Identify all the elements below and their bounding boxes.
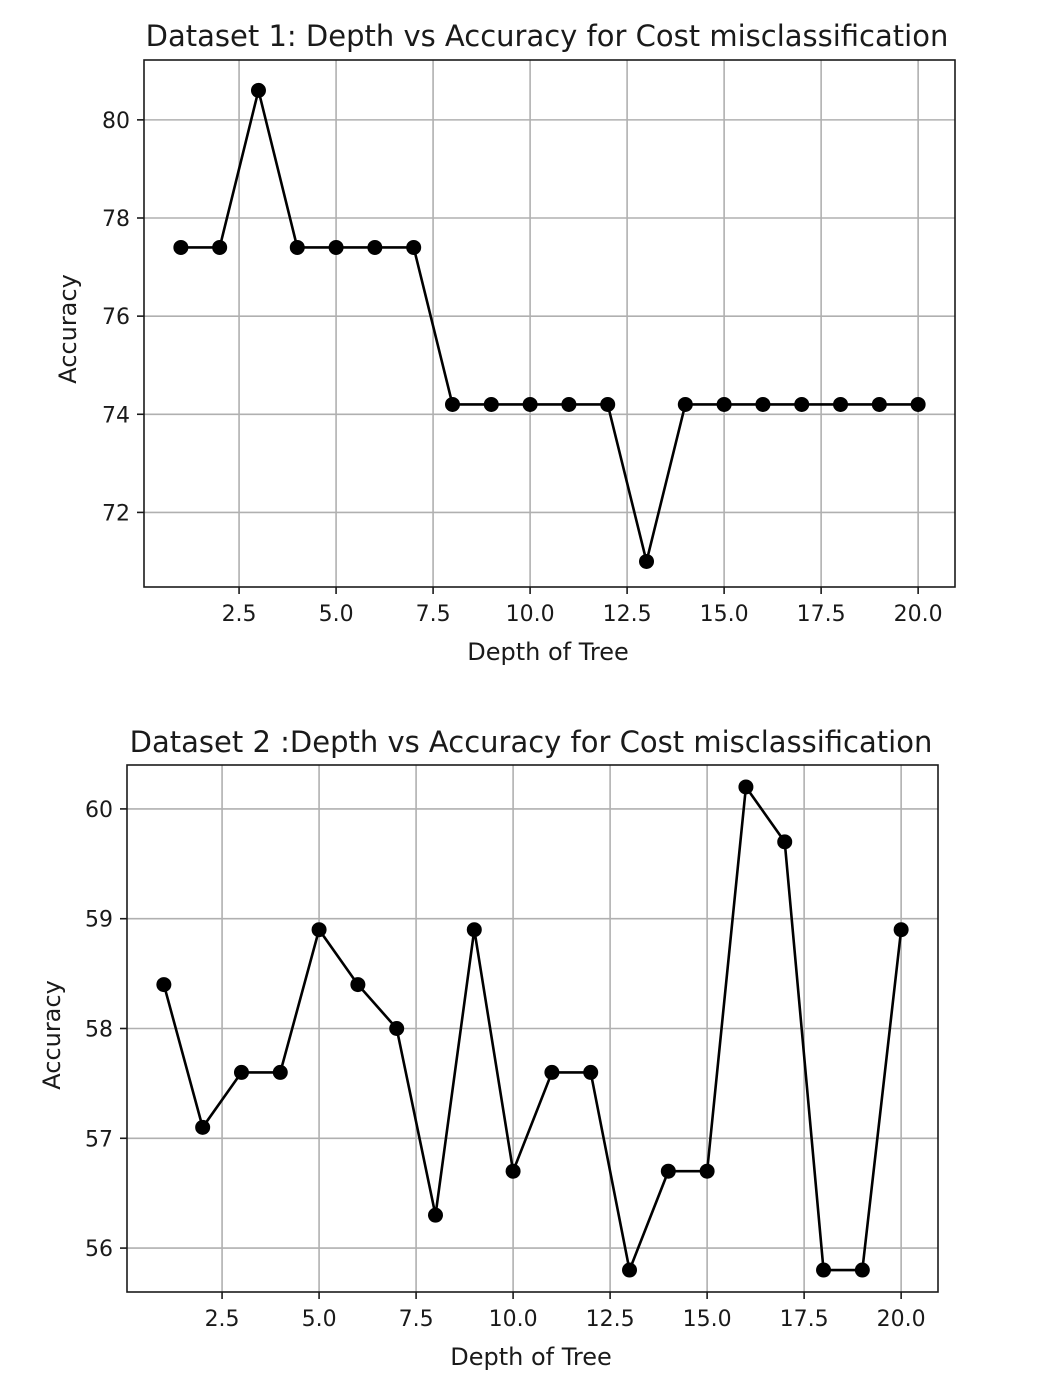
- chart-2-data-point: [544, 1064, 560, 1080]
- chart-2-data-point: [583, 1064, 599, 1080]
- chart-1-data-point: [289, 239, 305, 255]
- chart-2-x-tick-label: 10.0: [489, 1307, 538, 1332]
- chart-1-x-tick-label: 10.0: [506, 602, 555, 627]
- chart-2-data-point: [505, 1163, 521, 1179]
- chart-1-data-point: [367, 239, 383, 255]
- chart-1-x-axis-label: Depth of Tree: [467, 638, 629, 666]
- chart-2-y-tick-label: 59: [85, 908, 113, 933]
- chart-1-svg: Dataset 1: Depth vs Accuracy for Cost mi…: [54, 19, 956, 666]
- chart-2-x-tick-label: 2.5: [205, 1307, 240, 1332]
- chart-2-data-point: [699, 1163, 715, 1179]
- chart-2-data-point: [195, 1119, 211, 1135]
- chart-1-data-point: [639, 553, 655, 569]
- chart-2-data-point: [389, 1021, 405, 1036]
- chart-1-plot: 2.5 5.0 7.5 10.0 12.5 15.0 17.5 20.0 72 74 76 78 80: [102, 59, 956, 627]
- chart-2-data-point: [272, 1064, 288, 1080]
- chart-2-data-point: [738, 779, 754, 795]
- chart-2-data-point: [777, 834, 793, 850]
- chart-2-x-tick-label: 20.0: [877, 1307, 926, 1332]
- chart-1-x-tick-label: 20.0: [894, 602, 943, 627]
- chart-1-y-tick-label: 74: [102, 403, 130, 428]
- chart-1-data-point: [212, 239, 228, 255]
- chart-1-series-line: [180, 90, 919, 562]
- chart-1-x-tick-label: 17.5: [797, 602, 846, 627]
- chart-2-x-tick-label: 5.0: [302, 1307, 337, 1332]
- chart-2-data-point: [233, 1064, 249, 1080]
- chart-1-frame: [143, 59, 956, 588]
- chart-2-series-line: [162, 783, 903, 1275]
- chart-1-x-tick-label: 7.5: [416, 602, 451, 627]
- chart-2-data-point: [427, 1207, 443, 1223]
- chart-2-data-point: [350, 977, 366, 993]
- chart-1-data-point: [328, 239, 344, 255]
- chart-2-data-point: [156, 977, 172, 993]
- chart-1-data-point: [871, 396, 887, 412]
- chart-2-title: Dataset 2 :Depth vs Accuracy for Cost mi…: [130, 725, 933, 759]
- chart-1-data-point: [522, 396, 538, 412]
- chart-2-data-point: [660, 1163, 676, 1179]
- chart-2-x-axis-label: Depth of Tree: [450, 1343, 612, 1371]
- chart-1-data-point: [483, 396, 499, 412]
- chart-2-y-tick-label: 60: [85, 798, 113, 823]
- chart-2-data-point: [854, 1262, 870, 1278]
- chart-1: Dataset 1: Depth vs Accuracy for Cost mi…: [54, 19, 956, 666]
- chart-2-data-point: [893, 922, 909, 938]
- chart-1-data-point: [833, 396, 849, 412]
- chart-1-data-point: [406, 239, 422, 255]
- chart-2-x-tick-label: 7.5: [399, 1307, 434, 1332]
- chart-1-y-tick-label: 72: [102, 501, 130, 526]
- chart-2-x-tick-label: 17.5: [780, 1307, 829, 1332]
- chart-1-x-tick-label: 12.5: [603, 602, 652, 627]
- chart-2-x-tick-label: 12.5: [586, 1307, 635, 1332]
- chart-1-y-tick-label: 78: [102, 207, 130, 232]
- chart-2-data-point: [311, 922, 327, 938]
- chart-1-data-point: [794, 396, 810, 412]
- chart-1-y-axis-label: Accuracy: [54, 274, 82, 384]
- chart-1-data-point: [910, 396, 926, 412]
- chart-1-data-point: [173, 239, 189, 255]
- chart-2-data-point: [466, 922, 482, 938]
- chart-1-x-tick-label: 2.5: [222, 602, 257, 627]
- chart-2-plot: 2.5 5.0 7.5 10.0 12.5 15.0 17.5 20.0 56 57 58 59 60: [85, 764, 939, 1332]
- chart-1-y-tick-label: 80: [102, 109, 130, 134]
- chart-1-y-tick-label: 76: [102, 305, 130, 330]
- chart-1-data-point: [716, 396, 732, 412]
- chart-1-data-point: [600, 396, 616, 412]
- chart-2-y-tick-label: 56: [85, 1237, 113, 1262]
- chart-2-x-tick-label: 15.0: [683, 1307, 732, 1332]
- chart-2-data-point: [816, 1262, 832, 1278]
- chart-2: Dataset 2 :Depth vs Accuracy for Cost mi…: [0, 700, 1052, 1400]
- chart-2-y-axis-label: Accuracy: [38, 980, 66, 1090]
- chart-1-data-point: [677, 396, 693, 412]
- chart-1-data-point: [755, 396, 771, 412]
- chart-2-svg: Dataset 2 :Depth vs Accuracy for Cost mi…: [38, 725, 939, 1371]
- chart-1-data-point: [561, 396, 577, 412]
- chart-2-y-tick-label: 58: [85, 1018, 113, 1043]
- chart-1-x-tick-label: 15.0: [700, 602, 749, 627]
- chart-1-data-point: [250, 82, 266, 98]
- chart-2-data-point: [622, 1262, 638, 1278]
- chart-2-y-tick-label: 57: [85, 1127, 113, 1152]
- chart-2-frame: [126, 764, 939, 1293]
- chart-1-x-tick-label: 5.0: [319, 602, 354, 627]
- chart-1-data-point: [444, 396, 460, 412]
- chart-1-title: Dataset 1: Depth vs Accuracy for Cost mi…: [146, 19, 949, 53]
